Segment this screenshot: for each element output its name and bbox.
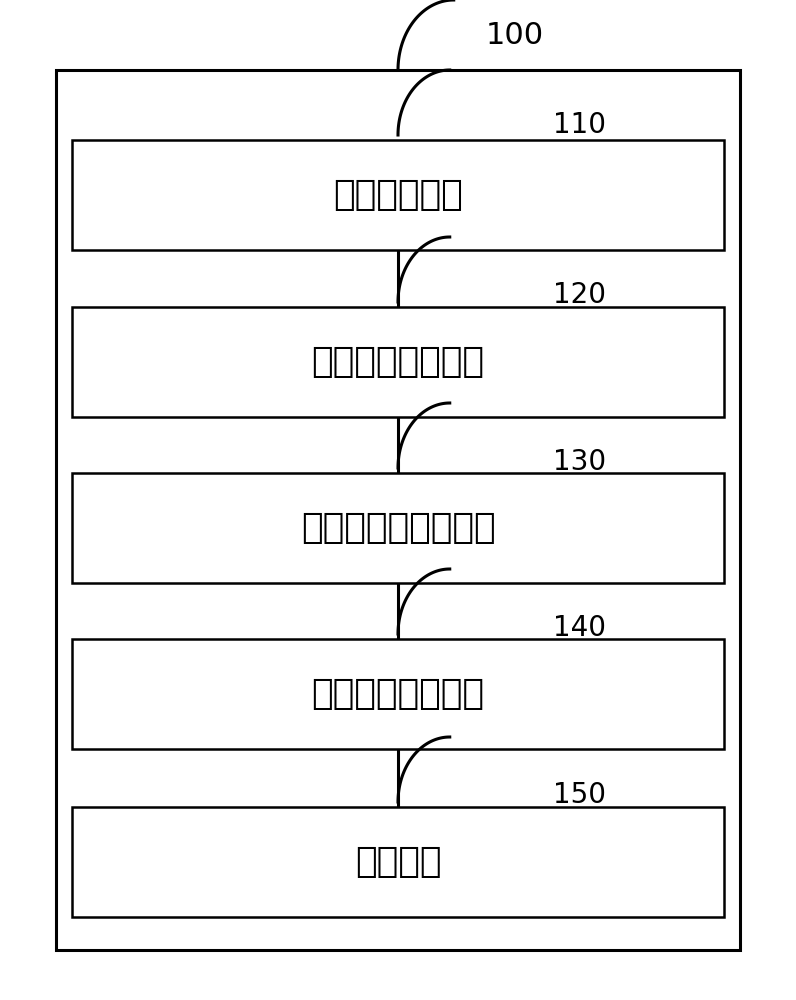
Text: 异常原因获取模块: 异常原因获取模块 xyxy=(311,677,485,711)
Text: 数据获取模块: 数据获取模块 xyxy=(333,178,463,212)
Text: 150: 150 xyxy=(553,781,607,809)
Bar xyxy=(72,140,724,250)
Bar xyxy=(72,807,724,917)
Text: 报警模块: 报警模块 xyxy=(355,845,441,879)
Text: 130: 130 xyxy=(553,448,607,476)
Bar xyxy=(72,307,724,417)
Text: 100: 100 xyxy=(486,20,544,49)
Text: 120: 120 xyxy=(553,281,607,309)
Bar xyxy=(72,473,724,583)
Bar xyxy=(72,639,724,749)
Text: 110: 110 xyxy=(553,111,607,139)
Text: 异常监测点确定模块: 异常监测点确定模块 xyxy=(301,511,495,545)
Text: 三维云图创建模块: 三维云图创建模块 xyxy=(311,345,485,379)
Bar xyxy=(56,70,740,950)
Text: 140: 140 xyxy=(553,614,607,642)
